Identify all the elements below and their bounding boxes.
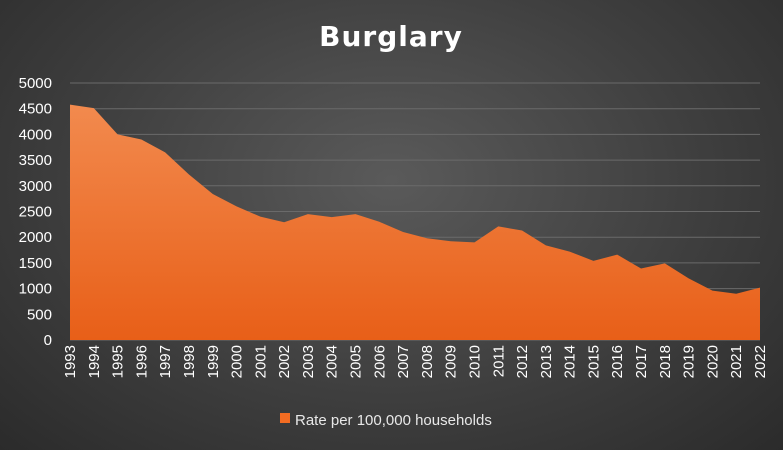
x-tick-label: 2021	[728, 345, 745, 378]
x-tick-label: 2016	[609, 345, 626, 378]
x-tick-label: 2010	[466, 345, 483, 378]
series-area-layer	[70, 104, 760, 340]
x-tick-label: 1994	[86, 345, 103, 378]
y-tick-label: 3000	[19, 178, 52, 195]
x-tick-label: 2003	[300, 345, 317, 378]
y-tick-label: 4500	[19, 101, 52, 118]
y-tick-label: 1000	[19, 281, 52, 298]
series-area	[70, 104, 760, 340]
x-tick-label: 1993	[62, 345, 79, 378]
y-tick-label: 500	[27, 306, 52, 323]
y-tick-label: 0	[44, 332, 52, 349]
x-tick-label: 2012	[514, 345, 531, 378]
y-tick-label: 2000	[19, 229, 52, 246]
x-tick-label: 2017	[633, 345, 650, 378]
y-tick-label: 1500	[19, 255, 52, 272]
x-tick-label: 1998	[181, 345, 198, 378]
x-tick-label: 1999	[205, 345, 222, 378]
x-tick-label: 2008	[419, 345, 436, 378]
x-tick-label: 1996	[133, 345, 150, 378]
x-tick-label: 2007	[395, 345, 412, 378]
y-tick-label: 4000	[19, 126, 52, 143]
x-tick-label: 2022	[752, 345, 769, 378]
x-tick-label: 2020	[704, 345, 721, 378]
y-axis-ticks: 0 500 1000 1500 2000 2500 3000 3500 4000 4500 5000	[19, 75, 52, 349]
x-tick-label: 2000	[229, 345, 246, 378]
chart-title: Burglary	[319, 20, 463, 53]
legend-swatch	[280, 413, 290, 423]
x-tick-label: 2018	[657, 345, 674, 378]
x-tick-label: 2019	[681, 345, 698, 378]
x-tick-label: 2015	[585, 345, 602, 378]
x-tick-label: 2011	[490, 345, 507, 377]
x-tick-label: 2009	[443, 345, 460, 378]
x-axis-ticks: 1993 1994 1995 1996 1997 1998 1999 2000 2001 2002…	[62, 345, 769, 378]
y-tick-label: 2500	[19, 204, 52, 221]
x-tick-label: 1995	[110, 345, 127, 378]
x-tick-label: 2013	[538, 345, 555, 378]
y-tick-label: 5000	[19, 75, 52, 92]
legend-label: Rate per 100,000 households	[295, 412, 492, 429]
y-tick-label: 3500	[19, 152, 52, 169]
x-tick-label: 2006	[371, 345, 388, 378]
x-tick-label: 2004	[324, 345, 341, 378]
x-tick-label: 1997	[157, 345, 174, 378]
legend: Rate per 100,000 households	[280, 412, 492, 429]
x-tick-label: 2005	[348, 345, 365, 378]
x-tick-label: 2002	[276, 345, 293, 378]
x-tick-label: 2001	[252, 345, 269, 378]
x-tick-label: 2014	[562, 345, 579, 378]
